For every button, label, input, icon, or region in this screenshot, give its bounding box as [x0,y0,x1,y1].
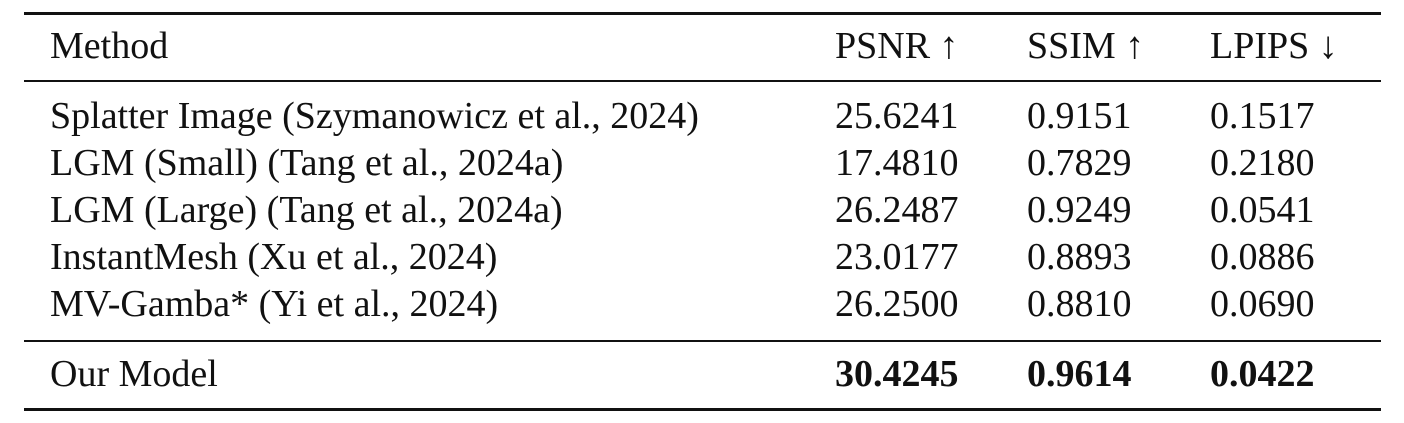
row-lpips: 0.0690 [1210,283,1315,325]
top-rule [24,12,1381,15]
header-method: Method [50,25,169,67]
table-row: InstantMesh (Xu et al., 2024) 23.0177 0.… [24,233,1381,281]
row-psnr: 23.0177 [835,236,959,278]
our-model-row: Our Model 30.4245 0.9614 0.0422 [24,350,1381,398]
row-lpips: 0.0886 [1210,236,1315,278]
separator-rule [24,340,1381,342]
row-ssim: 0.8893 [1027,236,1132,278]
header-psnr: PSNR ↑ [835,25,959,67]
header-rule [24,80,1381,82]
table-row: Splatter Image (Szymanowicz et al., 2024… [24,92,1381,140]
row-lpips: 0.2180 [1210,142,1315,184]
our-model-ssim: 0.9614 [1027,353,1132,395]
header-row: Method PSNR ↑ SSIM ↑ LPIPS ↓ [24,22,1381,70]
bottom-rule [24,408,1381,411]
table-row: LGM (Small) (Tang et al., 2024a) 17.4810… [24,139,1381,187]
row-ssim: 0.7829 [1027,142,1132,184]
our-model-method: Our Model [50,353,218,395]
row-psnr: 26.2500 [835,283,959,325]
row-method: InstantMesh (Xu et al., 2024) [50,236,498,278]
row-psnr: 25.6241 [835,95,959,137]
row-method: LGM (Small) (Tang et al., 2024a) [50,142,564,184]
row-ssim: 0.9249 [1027,189,1132,231]
table-row: MV-Gamba* (Yi et al., 2024) 26.2500 0.88… [24,280,1381,328]
row-method: LGM (Large) (Tang et al., 2024a) [50,189,563,231]
row-lpips: 0.1517 [1210,95,1315,137]
table-row: LGM (Large) (Tang et al., 2024a) 26.2487… [24,186,1381,234]
row-lpips: 0.0541 [1210,189,1315,231]
header-ssim: SSIM ↑ [1027,25,1145,67]
header-lpips: LPIPS ↓ [1210,25,1338,67]
row-ssim: 0.8810 [1027,283,1132,325]
our-model-lpips: 0.0422 [1210,353,1315,395]
row-method: Splatter Image (Szymanowicz et al., 2024… [50,95,699,137]
row-method: MV-Gamba* (Yi et al., 2024) [50,283,499,325]
our-model-psnr: 30.4245 [835,353,959,395]
row-ssim: 0.9151 [1027,95,1132,137]
row-psnr: 17.4810 [835,142,959,184]
row-psnr: 26.2487 [835,189,959,231]
